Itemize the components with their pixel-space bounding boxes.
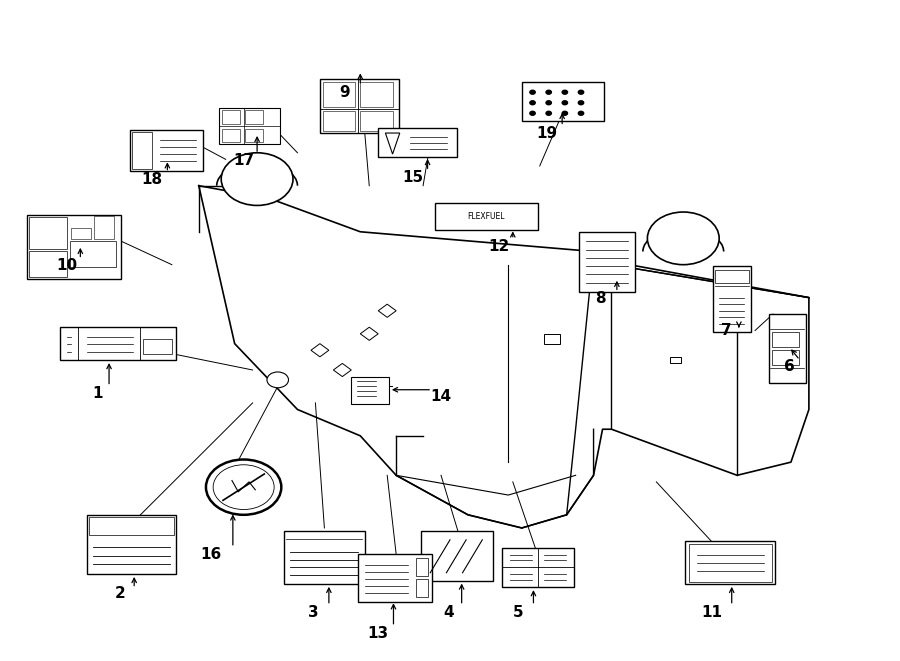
FancyBboxPatch shape <box>246 129 264 142</box>
FancyBboxPatch shape <box>220 108 281 144</box>
Polygon shape <box>385 133 400 154</box>
FancyBboxPatch shape <box>222 129 240 142</box>
Polygon shape <box>360 327 378 340</box>
FancyBboxPatch shape <box>29 251 67 277</box>
Circle shape <box>579 91 584 95</box>
Text: 7: 7 <box>721 323 732 338</box>
FancyBboxPatch shape <box>360 82 392 106</box>
FancyBboxPatch shape <box>435 204 538 230</box>
FancyBboxPatch shape <box>421 531 493 580</box>
Text: 10: 10 <box>57 258 77 274</box>
FancyBboxPatch shape <box>89 518 174 535</box>
Circle shape <box>647 212 719 264</box>
Text: 3: 3 <box>309 605 319 620</box>
FancyBboxPatch shape <box>416 558 428 576</box>
FancyBboxPatch shape <box>322 82 355 106</box>
FancyBboxPatch shape <box>685 541 775 584</box>
Text: 6: 6 <box>784 359 795 374</box>
FancyBboxPatch shape <box>713 266 751 332</box>
FancyBboxPatch shape <box>29 217 67 249</box>
FancyBboxPatch shape <box>772 332 799 347</box>
FancyBboxPatch shape <box>71 229 91 239</box>
Polygon shape <box>333 364 351 377</box>
FancyBboxPatch shape <box>246 110 264 124</box>
Circle shape <box>530 91 536 95</box>
FancyBboxPatch shape <box>580 232 634 292</box>
FancyBboxPatch shape <box>772 350 799 365</box>
Text: 8: 8 <box>596 292 606 307</box>
Circle shape <box>221 153 293 206</box>
FancyBboxPatch shape <box>351 377 389 405</box>
Circle shape <box>213 465 274 510</box>
FancyBboxPatch shape <box>26 215 121 279</box>
FancyBboxPatch shape <box>86 515 176 574</box>
Circle shape <box>562 100 568 104</box>
FancyBboxPatch shape <box>502 548 574 587</box>
FancyBboxPatch shape <box>360 110 392 131</box>
Polygon shape <box>310 344 328 357</box>
FancyBboxPatch shape <box>378 128 457 157</box>
FancyBboxPatch shape <box>284 531 364 584</box>
Circle shape <box>562 111 568 115</box>
Text: 15: 15 <box>402 171 424 185</box>
Text: 2: 2 <box>114 586 125 602</box>
FancyBboxPatch shape <box>670 357 680 364</box>
Circle shape <box>562 91 568 95</box>
Circle shape <box>579 111 584 115</box>
Text: 4: 4 <box>443 605 454 620</box>
Circle shape <box>546 100 552 104</box>
Circle shape <box>530 111 536 115</box>
Text: 13: 13 <box>368 626 389 641</box>
Text: 12: 12 <box>489 239 510 254</box>
FancyBboxPatch shape <box>94 216 113 239</box>
FancyBboxPatch shape <box>688 544 772 582</box>
Text: 14: 14 <box>430 389 452 404</box>
FancyBboxPatch shape <box>715 270 749 283</box>
Circle shape <box>267 372 289 388</box>
Text: 16: 16 <box>201 547 222 562</box>
Text: 1: 1 <box>92 385 103 401</box>
FancyBboxPatch shape <box>130 130 203 171</box>
Text: 19: 19 <box>536 126 557 141</box>
FancyBboxPatch shape <box>320 79 399 133</box>
FancyBboxPatch shape <box>358 555 432 602</box>
FancyBboxPatch shape <box>59 327 176 360</box>
FancyBboxPatch shape <box>769 314 806 383</box>
FancyBboxPatch shape <box>69 241 116 267</box>
Circle shape <box>546 91 552 95</box>
Circle shape <box>206 459 282 515</box>
FancyBboxPatch shape <box>143 339 172 354</box>
Text: 17: 17 <box>233 153 254 168</box>
Text: 5: 5 <box>513 605 524 620</box>
Text: 9: 9 <box>339 85 350 100</box>
FancyBboxPatch shape <box>132 132 152 169</box>
FancyBboxPatch shape <box>522 82 604 121</box>
Circle shape <box>579 100 584 104</box>
Polygon shape <box>378 304 396 317</box>
FancyBboxPatch shape <box>222 110 240 124</box>
Text: 11: 11 <box>701 605 723 620</box>
Text: FLEXFUEL: FLEXFUEL <box>467 212 505 221</box>
FancyBboxPatch shape <box>416 578 428 597</box>
Text: 18: 18 <box>141 172 163 186</box>
FancyBboxPatch shape <box>544 334 561 344</box>
FancyBboxPatch shape <box>322 110 355 131</box>
Circle shape <box>530 100 536 104</box>
Circle shape <box>546 111 552 115</box>
